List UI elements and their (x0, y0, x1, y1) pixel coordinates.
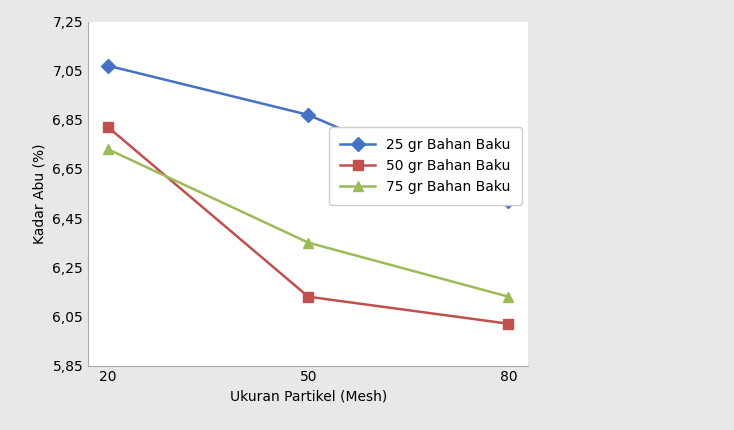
25 gr Bahan Baku (103, 63, 112, 68)
50 gr Bahan Baku (304, 294, 313, 299)
Line: 75 gr Bahan Baku: 75 gr Bahan Baku (103, 144, 513, 301)
25 gr Bahan Baku (304, 112, 313, 117)
Line: 25 gr Bahan Baku: 25 gr Bahan Baku (103, 61, 513, 206)
75 gr Bahan Baku (304, 240, 313, 245)
Legend: 25 gr Bahan Baku, 50 gr Bahan Baku, 75 gr Bahan Baku: 25 gr Bahan Baku, 50 gr Bahan Baku, 75 g… (329, 127, 522, 205)
Line: 50 gr Bahan Baku: 50 gr Bahan Baku (103, 122, 513, 329)
25 gr Bahan Baku (504, 198, 513, 203)
Y-axis label: Kadar Abu (%): Kadar Abu (%) (33, 143, 47, 244)
75 gr Bahan Baku (103, 147, 112, 152)
50 gr Bahan Baku (103, 125, 112, 130)
X-axis label: Ukuran Partikel (Mesh): Ukuran Partikel (Mesh) (230, 390, 387, 404)
75 gr Bahan Baku (504, 294, 513, 299)
50 gr Bahan Baku (504, 321, 513, 326)
